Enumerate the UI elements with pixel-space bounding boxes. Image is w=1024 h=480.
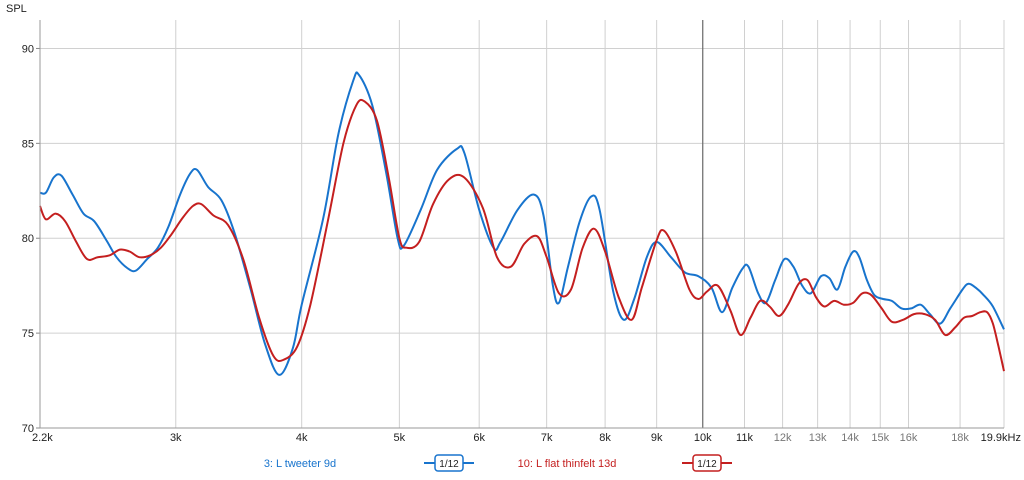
y-tick-label: 90 bbox=[22, 43, 34, 55]
y-tick-label: 75 bbox=[22, 328, 34, 340]
x-tick-label: 8k bbox=[599, 432, 611, 444]
grid bbox=[39, 20, 1005, 429]
legend-label-1: 3: L tweeter 9d bbox=[264, 458, 336, 470]
series-line-2[interactable] bbox=[39, 98, 1005, 372]
x-tick-label: 18k bbox=[951, 432, 969, 444]
x-tick-label: 12k bbox=[774, 432, 792, 444]
legend-label-2: 10: L flat thinfelt 13d bbox=[518, 458, 617, 470]
x-tick-label: 7k bbox=[541, 432, 553, 444]
x-tick-label: 2.2k bbox=[32, 432, 53, 444]
x-tick-label: 4k bbox=[296, 432, 308, 444]
y-tick-label: 70 bbox=[22, 423, 34, 435]
x-tick-label: 11k bbox=[736, 432, 753, 444]
x-tick-label: 19.9kHz bbox=[981, 432, 1021, 444]
legend-swatch-box bbox=[434, 454, 464, 472]
series-lines[interactable] bbox=[39, 71, 1005, 376]
y-tick-label: 80 bbox=[22, 233, 34, 245]
x-tick-label: 5k bbox=[394, 432, 406, 444]
axes: 2.2k 3k 4k 5k 6k 7k 8k 9k 10k 11k 12k 13k 14k 15k 16k 1… bbox=[22, 20, 1021, 444]
legend-swatch-1: 1/12 bbox=[424, 454, 474, 472]
legend-swatch-box bbox=[692, 454, 722, 472]
series-line-1[interactable] bbox=[39, 71, 1005, 376]
x-tick-label: 15k bbox=[871, 432, 889, 444]
y-tick-label: 85 bbox=[22, 138, 34, 150]
legend-swatch-2: 1/12 bbox=[682, 454, 732, 472]
legend: 3: L tweeter 9d 1/12 10: L flat thinfelt 1… bbox=[264, 454, 732, 472]
x-tick-label: 9k bbox=[651, 432, 663, 444]
x-tick-label: 6k bbox=[473, 432, 485, 444]
x-tick-label: 10k bbox=[694, 432, 712, 444]
y-axis-title: SPL bbox=[6, 3, 27, 15]
x-tick-label: 16k bbox=[900, 432, 918, 444]
x-tick-label: 3k bbox=[170, 432, 182, 444]
legend-smoothing-label: 1/12 bbox=[439, 459, 459, 470]
x-tick-label: 14k bbox=[841, 432, 859, 444]
legend-smoothing-label: 1/12 bbox=[697, 459, 717, 470]
x-tick-label: 13k bbox=[809, 432, 827, 444]
